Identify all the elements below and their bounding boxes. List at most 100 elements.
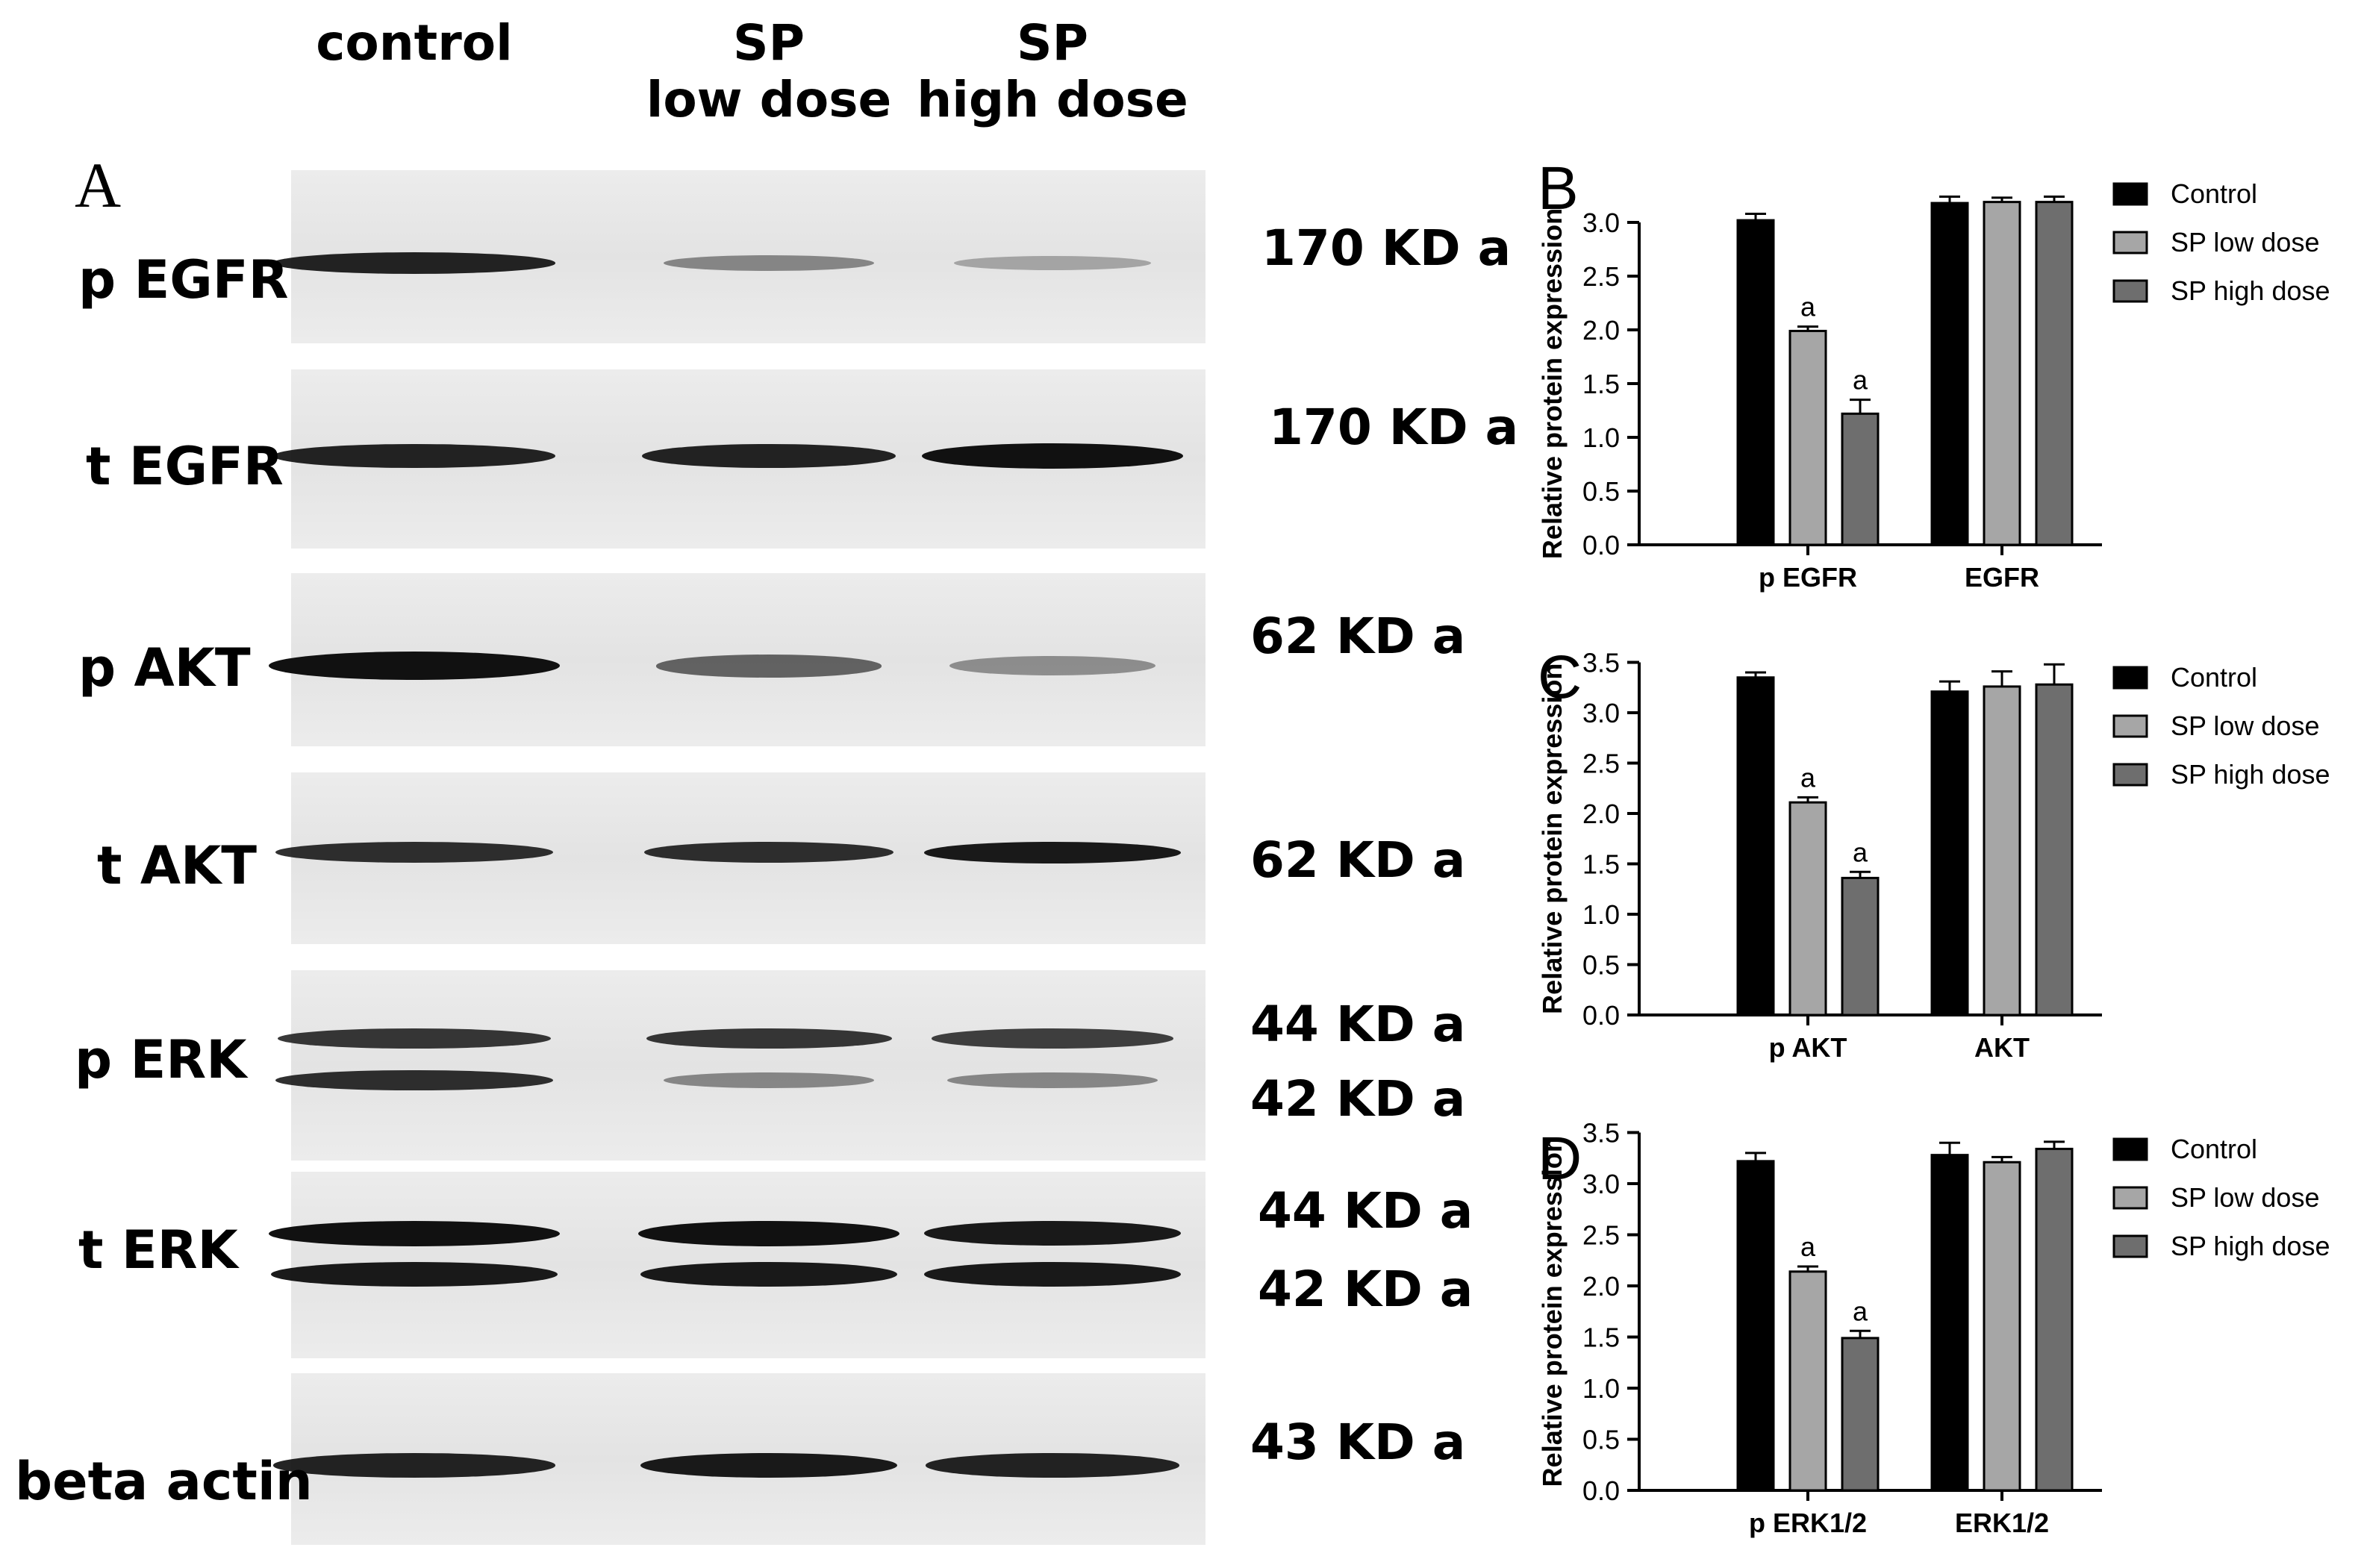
- blot-protein-name: p AKT: [78, 637, 251, 699]
- bar: [1983, 1161, 2021, 1492]
- protein-band: [272, 252, 556, 274]
- bar: [2035, 683, 2074, 1016]
- panel-letter: D: [1538, 1125, 1582, 1193]
- protein-band: [664, 1072, 874, 1089]
- y-tick-label: 2.0: [1582, 315, 1620, 346]
- y-tick-label: 0.5: [1582, 476, 1620, 507]
- blot-strip: [272, 170, 1205, 343]
- significance-label: a: [1800, 762, 1816, 793]
- molecular-weight-label: 44 KD a: [1258, 1182, 1473, 1240]
- y-tick-label: 0.0: [1582, 1475, 1620, 1506]
- x-tick-label: AKT: [1974, 1032, 2030, 1063]
- y-tick-label: 1.5: [1582, 849, 1620, 880]
- protein-band: [954, 255, 1151, 270]
- legend-swatch: [2112, 666, 2148, 690]
- molecular-weight-label: 62 KD a: [1250, 831, 1466, 889]
- protein-band: [272, 1453, 556, 1478]
- y-axis-label: Relative protein expression: [1537, 663, 1568, 1014]
- blot-protein-name: t EGFR: [86, 436, 284, 497]
- blot-strip: [272, 1373, 1205, 1545]
- lane-label: control: [228, 15, 601, 72]
- protein-band: [646, 1028, 892, 1049]
- molecular-weight-label: 42 KD a: [1258, 1261, 1473, 1318]
- lane-label-line: low dose: [646, 70, 892, 128]
- y-tick-label: 1.5: [1582, 369, 1620, 399]
- protein-band: [640, 1261, 898, 1287]
- legend-swatch: [2112, 182, 2148, 206]
- significance-label: a: [1853, 1296, 1868, 1326]
- bar: [1788, 329, 1827, 546]
- y-axis-label: Relative protein expression: [1537, 1136, 1568, 1487]
- lane-label-line: SP: [1017, 14, 1088, 72]
- legend-label: Control: [2171, 662, 2257, 693]
- panel-letter: B: [1538, 154, 1579, 222]
- y-tick-label: 2.0: [1582, 1271, 1620, 1302]
- lane-label-line: SP: [733, 14, 805, 72]
- protein-band: [272, 443, 556, 469]
- bar: [2035, 201, 2074, 546]
- blot-protein-name: t AKT: [97, 835, 257, 896]
- y-tick-label: 2.5: [1582, 1220, 1620, 1251]
- significance-label: a: [1800, 1231, 1816, 1262]
- protein-band: [640, 1452, 898, 1478]
- x-tick-label: EGFR: [1965, 562, 2039, 593]
- protein-band: [947, 1072, 1158, 1089]
- y-tick-label: 3.0: [1582, 1169, 1620, 1199]
- protein-band: [275, 1069, 554, 1091]
- bar: [1736, 219, 1775, 546]
- bar: [1930, 690, 1969, 1016]
- molecular-weight-label: 42 KD a: [1250, 1070, 1466, 1128]
- y-tick-label: 1.5: [1582, 1322, 1620, 1353]
- bar: [1841, 1337, 1880, 1492]
- legend-label: SP low dose: [2171, 1182, 2319, 1213]
- legend-label: Control: [2171, 178, 2257, 209]
- legend-swatch: [2112, 279, 2148, 303]
- protein-band: [922, 443, 1183, 469]
- y-tick-label: 3.5: [1582, 1118, 1620, 1149]
- lane-label-line: control: [316, 14, 513, 72]
- molecular-weight-label: 44 KD a: [1250, 996, 1466, 1053]
- y-tick-label: 1.0: [1582, 422, 1620, 453]
- y-tick-label: 2.5: [1582, 261, 1620, 292]
- y-tick-label: 2.0: [1582, 799, 1620, 829]
- protein-band: [638, 1220, 899, 1246]
- molecular-weight-label: 170 KD a: [1269, 399, 1519, 456]
- protein-band: [643, 842, 894, 863]
- protein-band: [269, 1220, 560, 1246]
- bar: [1983, 201, 2021, 546]
- lane-label: SP low dose: [582, 15, 955, 128]
- y-tick-label: 1.0: [1582, 1373, 1620, 1404]
- bar: [1983, 685, 2021, 1016]
- y-tick-label: 0.5: [1582, 1425, 1620, 1455]
- molecular-weight-label: 43 KD a: [1250, 1414, 1466, 1471]
- protein-band: [923, 841, 1182, 864]
- significance-label: a: [1800, 292, 1816, 322]
- y-tick-label: 3.0: [1582, 207, 1620, 238]
- bar: [1841, 412, 1880, 546]
- bar: [2035, 1147, 2074, 1492]
- protein-band: [932, 1028, 1173, 1049]
- y-axis-label: Relative protein expression: [1537, 208, 1568, 559]
- x-tick-label: p AKT: [1769, 1032, 1847, 1063]
- blot-protein-name: p ERK: [75, 1029, 247, 1090]
- y-tick-label: 1.0: [1582, 899, 1620, 930]
- molecular-weight-label: 62 KD a: [1250, 607, 1466, 665]
- protein-band: [270, 1261, 558, 1287]
- legend-label: SP high dose: [2171, 1231, 2330, 1261]
- x-tick-label: p ERK1/2: [1749, 1508, 1867, 1538]
- panel-a-letter: A: [75, 149, 122, 221]
- molecular-weight-label: 170 KD a: [1261, 219, 1512, 277]
- legend-label: SP high dose: [2171, 759, 2330, 790]
- legend-swatch: [2112, 231, 2148, 254]
- protein-band: [923, 1261, 1182, 1287]
- protein-band: [926, 1453, 1179, 1478]
- protein-band: [269, 652, 560, 681]
- legend-label: SP high dose: [2171, 275, 2330, 306]
- y-tick-label: 3.0: [1582, 698, 1620, 728]
- legend-label: SP low dose: [2171, 227, 2319, 257]
- legend-label: Control: [2171, 1134, 2257, 1164]
- lane-label-line: high dose: [917, 70, 1188, 128]
- protein-band: [949, 656, 1156, 676]
- significance-label: a: [1853, 365, 1868, 396]
